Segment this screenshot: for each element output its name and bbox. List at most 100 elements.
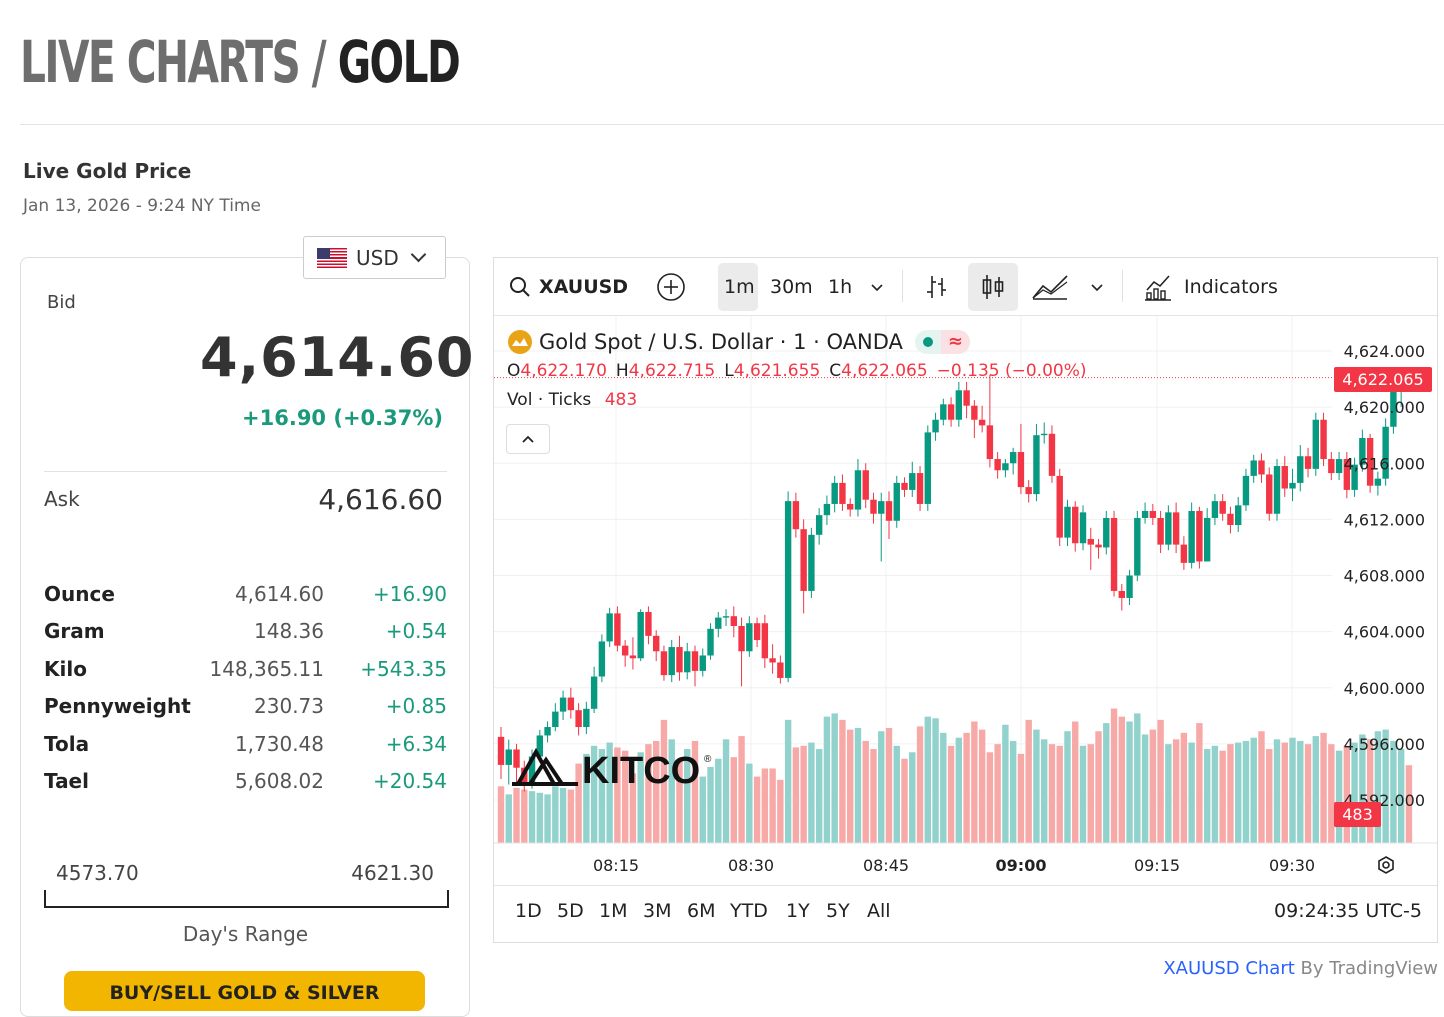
candle — [668, 647, 675, 676]
volume-bar — [746, 763, 753, 843]
candle — [1056, 475, 1063, 538]
unit-value: 4,614.60 — [234, 582, 324, 606]
range-1y[interactable]: 1Y — [786, 900, 810, 922]
candle — [847, 503, 854, 510]
range-low: 4573.70 — [56, 861, 139, 885]
volume-bar — [497, 786, 505, 843]
range-1d[interactable]: 1D — [515, 900, 542, 922]
candle — [691, 651, 699, 671]
candle — [893, 482, 900, 521]
candle — [722, 616, 730, 618]
x-tick-label: 09:15 — [1134, 856, 1180, 875]
volume-bar — [885, 727, 893, 843]
market-status: ≈ — [914, 330, 970, 354]
y-tick-label: 4,620.000 — [1344, 398, 1425, 417]
volume-bar — [1056, 745, 1063, 843]
candle — [1351, 464, 1358, 490]
interval-dropdown[interactable] — [870, 258, 884, 315]
volume-bar — [1172, 739, 1180, 843]
candle — [738, 626, 745, 652]
candle — [1281, 466, 1288, 489]
buy-sell-button[interactable]: BUY/SELL GOLD & SILVER — [64, 971, 425, 1011]
range-ytd[interactable]: YTD — [730, 900, 768, 922]
bars-style-button[interactable] — [924, 258, 950, 315]
chart-link[interactable]: XAUUSD Chart — [1163, 958, 1295, 979]
volume-bar — [575, 763, 582, 843]
candle — [963, 390, 970, 406]
candle — [614, 613, 621, 646]
candle — [901, 482, 908, 490]
volume-bar — [1297, 740, 1304, 843]
candle — [513, 749, 520, 768]
volume-bar — [978, 729, 986, 843]
candle — [994, 459, 1001, 471]
unit-change: +16.90 — [372, 582, 447, 606]
bid-label: Bid — [47, 292, 76, 313]
candle — [971, 405, 978, 420]
candle — [1374, 478, 1382, 486]
candle — [1366, 437, 1374, 486]
candles-icon — [982, 274, 1004, 299]
volume-bar — [1149, 729, 1157, 843]
candle — [1304, 456, 1312, 469]
high-label: H — [615, 361, 629, 381]
candle — [947, 404, 955, 420]
unit-name: Tola — [44, 732, 90, 756]
volume-bar — [1072, 721, 1079, 843]
area-style-button[interactable] — [1031, 258, 1069, 315]
range-1m[interactable]: 1M — [599, 900, 628, 922]
unit-value: 148.36 — [254, 619, 324, 643]
compare-button[interactable] — [656, 258, 686, 315]
range-6m[interactable]: 6M — [687, 900, 716, 922]
candle — [862, 470, 869, 500]
volume-bar — [1196, 723, 1203, 843]
candles-style-button[interactable] — [980, 258, 1006, 315]
volume-bar — [668, 739, 675, 843]
volume-bar — [1009, 740, 1017, 843]
chart-clock[interactable]: 09:24:35 UTC-5 — [1274, 900, 1422, 922]
volume-bar — [629, 773, 637, 843]
unit-change: +0.85 — [385, 694, 447, 718]
chart-type-dropdown[interactable] — [1090, 258, 1104, 315]
indicators-label: Indicators — [1184, 275, 1278, 298]
volume-bar — [1335, 750, 1343, 843]
candle — [1266, 474, 1273, 514]
candle — [1273, 466, 1281, 514]
candle — [769, 658, 776, 663]
volume-value: 483 — [604, 390, 638, 410]
range-5y[interactable]: 5Y — [826, 900, 850, 922]
page-title: LIVE CHARTS / GOLD — [20, 28, 461, 96]
price-chart[interactable]: 4,624.000 4,620.000 4,616.000 4,612.000 4,60… — [494, 316, 1437, 885]
range-5d[interactable]: 5D — [557, 900, 584, 922]
collapse-legend-button[interactable] — [506, 424, 550, 454]
volume-bar — [947, 745, 955, 843]
chevron-down-icon — [410, 246, 427, 263]
range-all[interactable]: All — [867, 900, 891, 922]
interval-30m[interactable]: 30m — [770, 275, 813, 298]
symbol-search[interactable]: XAUUSD — [508, 258, 628, 315]
candle — [1009, 452, 1017, 464]
range-label: Day's Range — [182, 922, 309, 946]
volume-bar — [1304, 744, 1312, 843]
range-3m[interactable]: 3M — [643, 900, 672, 922]
candle — [559, 697, 567, 712]
credit-suffix: By TradingView — [1294, 958, 1438, 979]
volume-bar — [1157, 719, 1164, 843]
indicators-button[interactable]: Indicators — [1144, 258, 1278, 315]
volume-bar — [637, 752, 644, 843]
unit-row: Pennyweight 230.73 +0.85 — [44, 694, 447, 724]
x-axis: 08:15 08:30 08:45 09:00 09:15 09:30 — [494, 842, 1437, 875]
high-value: 4,622.715 — [628, 361, 716, 381]
volume-bar — [1048, 744, 1056, 843]
low-label: L — [724, 361, 734, 381]
settings-icon[interactable] — [1378, 856, 1394, 874]
volume-bar — [536, 792, 543, 843]
volume-bar — [1118, 716, 1125, 843]
market-open-dot — [922, 337, 933, 347]
open-label: O — [507, 361, 521, 381]
currency-select[interactable]: USD — [303, 236, 446, 279]
interval-1m[interactable]: 1m — [724, 275, 755, 298]
chart-widget — [493, 257, 1438, 943]
volume-bar — [1227, 744, 1234, 843]
interval-1h[interactable]: 1h — [828, 275, 853, 298]
